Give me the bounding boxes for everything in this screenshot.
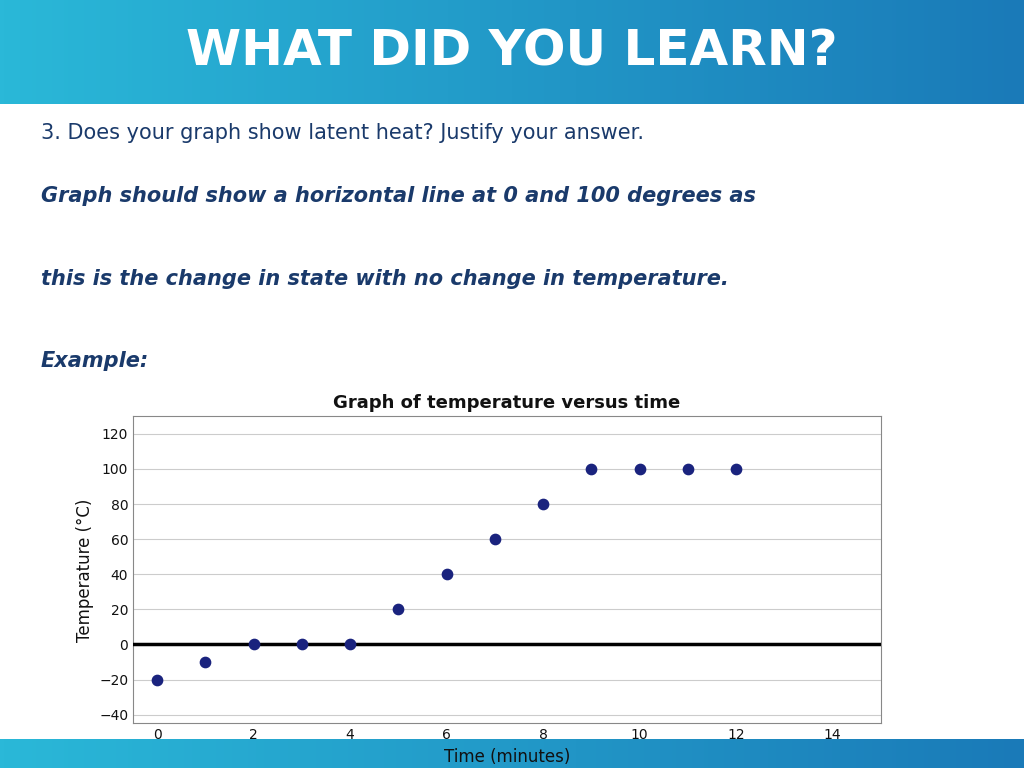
Text: WHAT DID YOU LEARN?: WHAT DID YOU LEARN? [186, 28, 838, 76]
Y-axis label: Temperature (°C): Temperature (°C) [76, 498, 93, 641]
X-axis label: Time (minutes): Time (minutes) [443, 748, 570, 766]
Point [486, 533, 503, 545]
Point [728, 463, 744, 475]
Point [680, 463, 696, 475]
Title: Graph of temperature versus time: Graph of temperature versus time [333, 394, 681, 412]
Point [438, 568, 455, 581]
Point [632, 463, 648, 475]
Point [294, 638, 310, 650]
Point [198, 656, 214, 668]
Point [535, 498, 551, 510]
Point [150, 674, 166, 686]
Point [583, 463, 599, 475]
Point [246, 638, 262, 650]
Text: Graph should show a horizontal line at 0 and 100 degrees as: Graph should show a horizontal line at 0… [41, 187, 756, 207]
Text: this is the change in state with no change in temperature.: this is the change in state with no chan… [41, 269, 729, 289]
Text: Example:: Example: [41, 352, 150, 372]
Point [342, 638, 358, 650]
Point [390, 603, 407, 615]
Text: 3. Does your graph show latent heat? Justify your answer.: 3. Does your graph show latent heat? Jus… [41, 123, 644, 143]
